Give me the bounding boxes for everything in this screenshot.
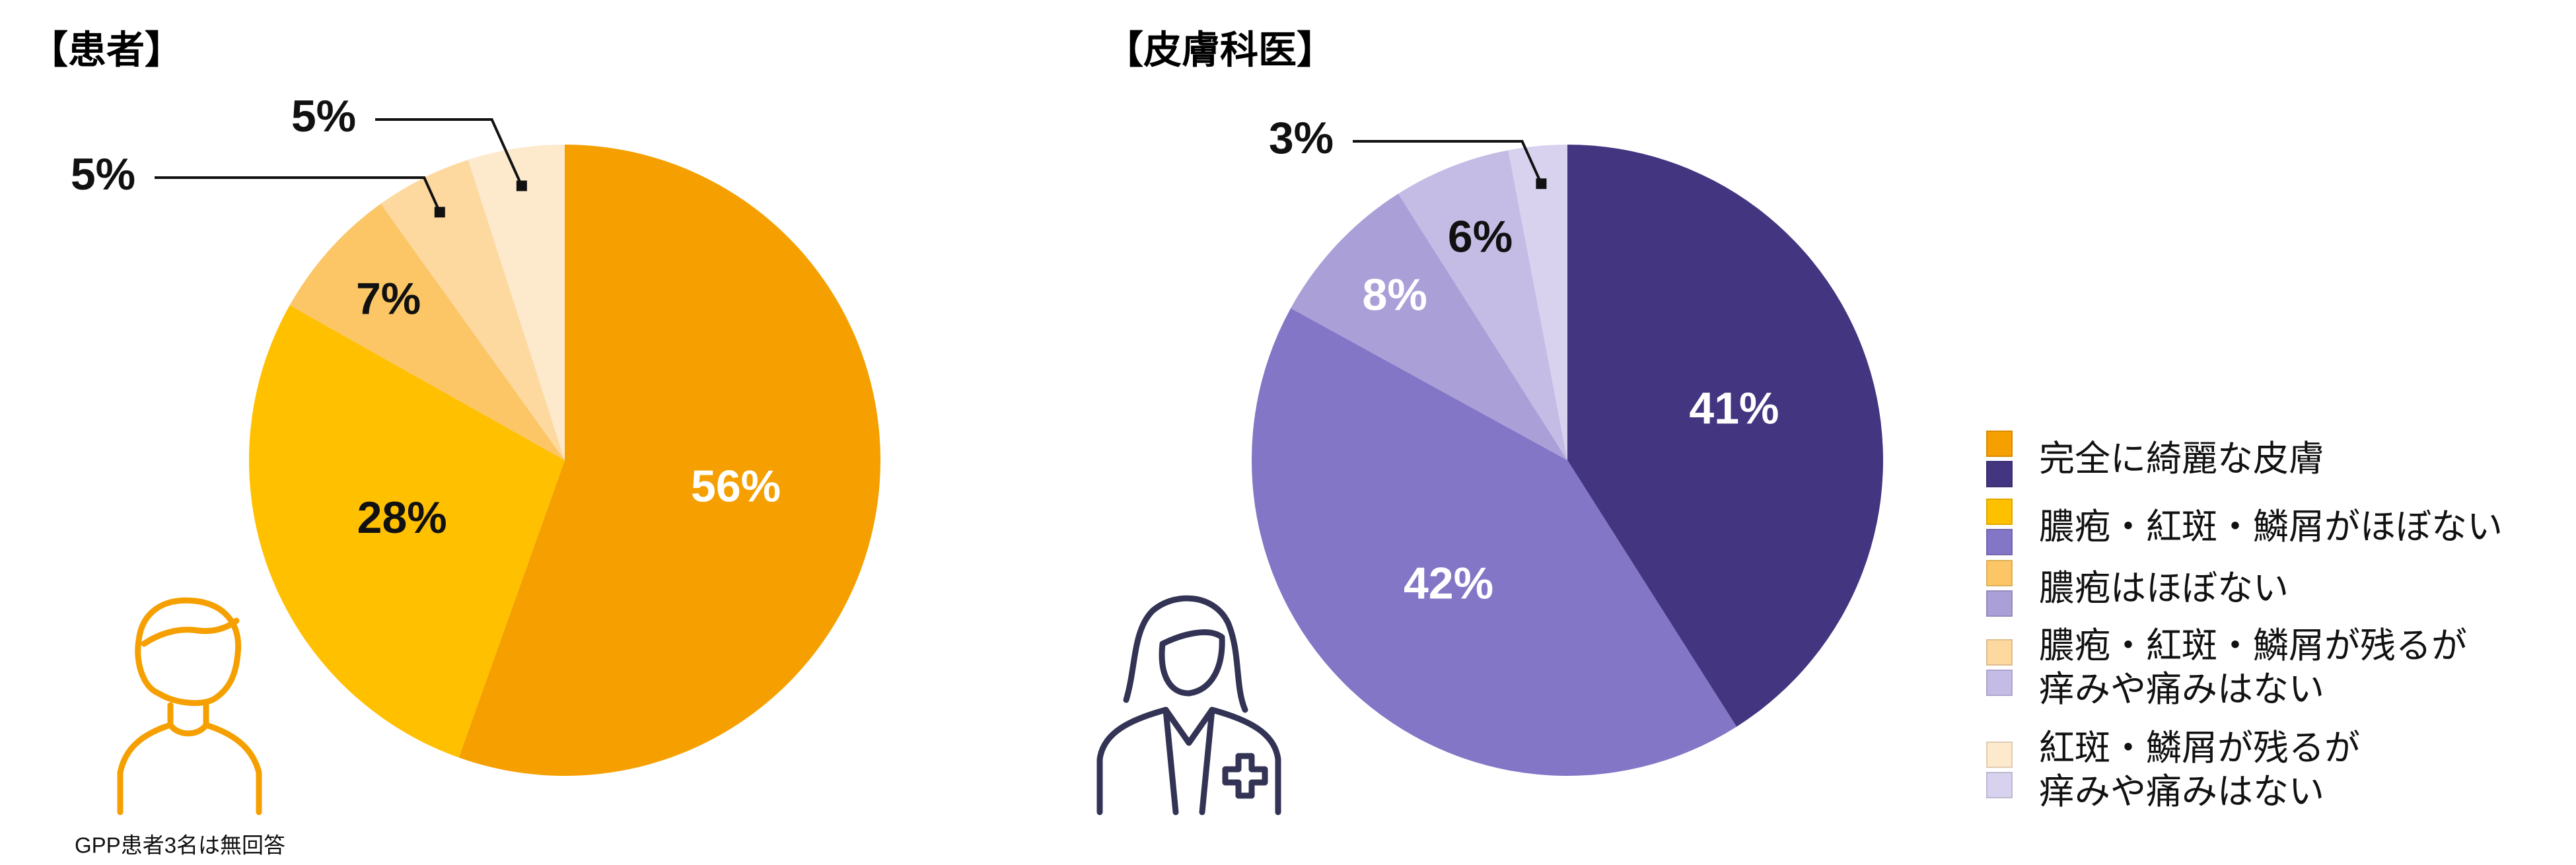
legend-swatch — [1986, 742, 2013, 768]
leader-line — [375, 118, 523, 187]
legend-swatch — [1986, 529, 2013, 555]
data-label: 5% — [291, 91, 356, 141]
data-label: 3% — [1269, 113, 1334, 163]
leader-line — [1353, 140, 1543, 185]
legend-swatch — [1986, 772, 2013, 798]
data-label: 41% — [1689, 384, 1779, 434]
leader-dot — [1536, 178, 1547, 190]
pie-slice — [1291, 193, 1567, 460]
legend-swatches — [1986, 560, 2013, 617]
pie-slice — [1398, 150, 1567, 461]
legend-swatch — [1986, 431, 2013, 457]
data-label: 8% — [1363, 270, 1427, 320]
data-label: 56% — [691, 462, 781, 512]
chart-title: 【患者】 — [30, 28, 183, 71]
pie-slice — [248, 305, 565, 758]
pie-slice — [468, 145, 565, 460]
legend-label: 膿疱・紅斑・鱗屑がほぼない — [2039, 507, 2503, 547]
data-label: 5% — [71, 149, 135, 199]
data-label: 42% — [1404, 559, 1493, 609]
pie-slice — [458, 145, 881, 776]
leader-dot — [516, 180, 527, 191]
legend-swatches — [1986, 742, 2013, 798]
pie-slice — [1251, 308, 1737, 776]
data-label: 7% — [356, 274, 421, 324]
pie-slice — [1508, 145, 1567, 460]
data-label: 6% — [1448, 212, 1513, 262]
legend-label: 膿疱・紅斑・鱗屑が残るが 痒みや痛みはない — [2039, 626, 2467, 709]
legend-swatch — [1986, 639, 2013, 666]
patient-icon — [117, 597, 262, 815]
pie-slice — [289, 203, 565, 460]
legend-entry: 膿疱・紅斑・鱗屑がほぼない — [1986, 499, 2503, 555]
data-label: 28% — [357, 493, 447, 543]
pie-slice — [1567, 145, 1884, 727]
legend-entry: 膿疱はほぼない — [1986, 560, 2289, 617]
doctor-icon — [1096, 595, 1281, 815]
legend-label: 膿疱はほぼない — [2039, 569, 2289, 608]
legend-swatches — [1986, 431, 2013, 487]
legend-entry: 膿疱・紅斑・鱗屑が残るが 痒みや痛みはない — [1986, 624, 2467, 711]
legend-label: 紅斑・鱗屑が残るが 痒みや痛みはない — [2039, 728, 2360, 812]
legend-entry: 完全に綺麗な皮膚 — [1986, 431, 2324, 487]
chart-title: 【皮膚科医】 — [1105, 28, 1335, 71]
footnote: GPP患者3名は無回答 — [75, 833, 285, 858]
leader-dot — [434, 207, 445, 218]
legend-swatches — [1986, 639, 2013, 696]
leader-line — [155, 176, 441, 213]
legend-swatch — [1986, 560, 2013, 586]
legend-swatches — [1986, 499, 2013, 555]
legend-swatch — [1986, 499, 2013, 525]
legend-swatch — [1986, 461, 2013, 487]
legend-swatch — [1986, 670, 2013, 696]
legend-swatch — [1986, 590, 2013, 617]
legend-label: 完全に綺麗な皮膚 — [2039, 439, 2324, 479]
legend-entry: 紅斑・鱗屑が残るが 痒みや痛みはない — [1986, 726, 2360, 813]
pie-slice — [380, 159, 565, 460]
